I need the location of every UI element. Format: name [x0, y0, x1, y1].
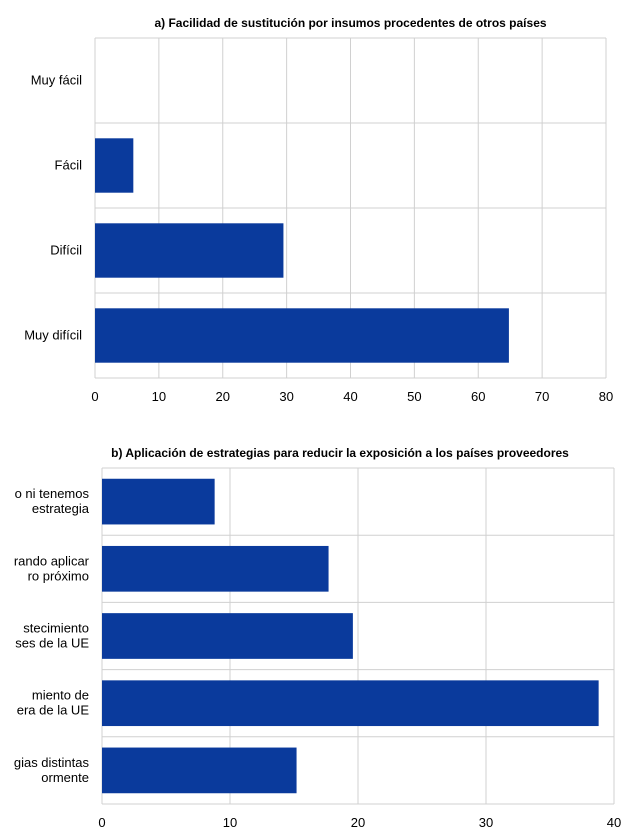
tick-label: 50 [407, 389, 421, 404]
bar [102, 613, 353, 659]
tick-label: 30 [479, 815, 493, 827]
tick-label: 10 [152, 389, 166, 404]
bar [102, 747, 297, 794]
bar [95, 308, 509, 363]
category-label: miento de [32, 688, 89, 703]
category-label: era de la UE [17, 703, 90, 718]
chart-title: a) Facilidad de sustitución por insumos … [154, 16, 546, 30]
category-label: o ni tenemos [15, 486, 90, 501]
tick-label: 30 [279, 389, 293, 404]
tick-label: 40 [607, 815, 621, 827]
tick-label: 10 [223, 815, 237, 827]
bar [95, 223, 284, 278]
chart-a: a) Facilidad de sustitución por insumos … [24, 16, 613, 404]
chart-b: b) Aplicación de estrategias para reduci… [14, 446, 621, 827]
tick-label: 20 [351, 815, 365, 827]
tick-label: 80 [599, 389, 613, 404]
tick-label: 40 [343, 389, 357, 404]
category-label: rando aplicar [14, 553, 90, 568]
tick-label: 20 [216, 389, 230, 404]
category-label: estrategia [32, 501, 90, 516]
category-label: ormente [41, 770, 89, 785]
category-label: ro próximo [28, 568, 89, 583]
category-label: Fácil [55, 158, 83, 173]
bar [102, 478, 215, 525]
tick-label: 60 [471, 389, 485, 404]
tick-label: 0 [91, 389, 98, 404]
category-label: Muy difícil [24, 328, 82, 343]
category-label: stecimiento [23, 621, 89, 636]
bar [102, 545, 329, 592]
category-label: gias distintas [14, 755, 90, 770]
tick-label: 70 [535, 389, 549, 404]
tick-label: 0 [98, 815, 105, 827]
bar [102, 680, 599, 727]
bar [95, 138, 134, 193]
category-label: ses de la UE [15, 636, 89, 651]
chart-title: b) Aplicación de estrategias para reduci… [111, 446, 569, 460]
category-label: Muy fácil [31, 73, 82, 88]
category-label: Difícil [50, 243, 82, 258]
